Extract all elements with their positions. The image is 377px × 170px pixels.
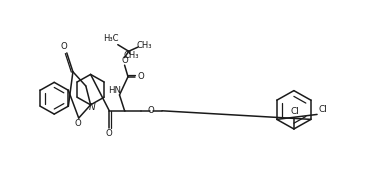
Text: CH₃: CH₃ — [136, 41, 152, 50]
Text: O: O — [74, 118, 81, 128]
Text: O: O — [147, 106, 154, 115]
Text: O: O — [106, 129, 113, 138]
Text: HN: HN — [108, 87, 121, 95]
Text: Cl: Cl — [319, 105, 327, 114]
Text: N: N — [89, 103, 95, 112]
Text: O: O — [60, 42, 67, 52]
Text: H₃C: H₃C — [103, 34, 119, 43]
Text: Cl: Cl — [290, 107, 299, 116]
Text: O: O — [121, 56, 128, 65]
Text: O: O — [138, 72, 144, 81]
Text: CH₃: CH₃ — [124, 51, 139, 60]
